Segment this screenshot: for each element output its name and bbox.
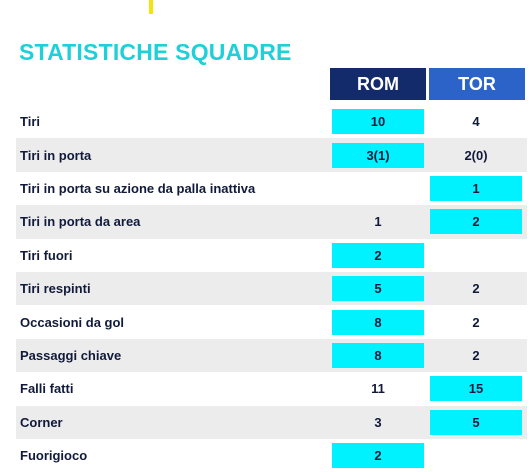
stat-row-passaggi-chiave: Passaggi chiave 8 2 [16, 338, 527, 373]
home-team-label: ROM [357, 73, 399, 94]
stat-row-tiri-in-porta-palla-inattiva: Tiri in porta su azione da palla inattiv… [16, 172, 527, 205]
stat-row-tiri: Tiri 10 4 [16, 105, 527, 138]
away-team-label: TOR [458, 73, 496, 94]
away-value: 15 [430, 376, 522, 402]
stats-table: Tiri 10 4 Tiri in porta 3(1) 2(0) Tiri i… [16, 105, 527, 472]
accent-mark [149, 0, 153, 14]
stat-row-corner: Corner 3 5 [16, 405, 527, 439]
stat-row-falli-fatti: Falli fatti 11 15 [16, 372, 527, 405]
stat-label: Occasioni da gol [20, 314, 125, 330]
home-value: 10 [332, 109, 424, 135]
stat-label: Fuorigioco [20, 448, 88, 464]
away-value: 2 [472, 314, 480, 330]
away-value: 2 [430, 209, 522, 235]
stat-row-tiri-in-porta: Tiri in porta 3(1) 2(0) [16, 138, 527, 172]
home-value: 8 [332, 309, 424, 335]
stat-row-occasioni-da-gol: Occasioni da gol 8 2 [16, 305, 527, 338]
stat-label: Tiri in porta da area [20, 214, 141, 230]
away-value: 2 [472, 347, 480, 363]
home-value: 3 [374, 414, 382, 430]
section-title: STATISTICHE SQUADRE [19, 39, 292, 65]
stat-row-tiri-fuori: Tiri fuori 2 [16, 239, 527, 272]
away-value: 1 [430, 175, 522, 201]
away-value: 5 [430, 409, 522, 435]
home-value: 2 [332, 443, 424, 469]
stat-row-fuorigioco: Fuorigioco 2 [16, 439, 527, 472]
home-value: 1 [374, 214, 382, 230]
stat-label: Tiri in porta su azione da palla inattiv… [20, 180, 256, 196]
stat-label: Tiri respinti [20, 281, 91, 297]
away-value [430, 243, 522, 268]
away-value [430, 443, 522, 468]
stat-label: Tiri [20, 114, 40, 130]
home-value: 8 [332, 342, 424, 368]
home-team-header: ROM [330, 68, 426, 100]
away-value: 2(0) [464, 147, 488, 163]
home-value: 11 [371, 381, 385, 397]
away-value: 2 [472, 281, 480, 297]
stat-label: Corner [20, 414, 63, 430]
away-value: 4 [472, 114, 480, 130]
home-value [332, 176, 424, 201]
home-value: 2 [332, 242, 424, 268]
stat-row-tiri-in-porta-da-area: Tiri in porta da area 1 2 [16, 205, 527, 239]
home-value: 5 [332, 276, 424, 302]
stat-label: Passaggi chiave [20, 347, 122, 363]
stat-label: Tiri fuori [20, 247, 73, 263]
stat-label: Tiri in porta [20, 147, 92, 163]
away-team-header: TOR [429, 68, 525, 100]
stat-row-tiri-respinti: Tiri respinti 5 2 [16, 271, 527, 306]
home-value: 3(1) [332, 142, 424, 168]
stat-label: Falli fatti [20, 381, 74, 397]
